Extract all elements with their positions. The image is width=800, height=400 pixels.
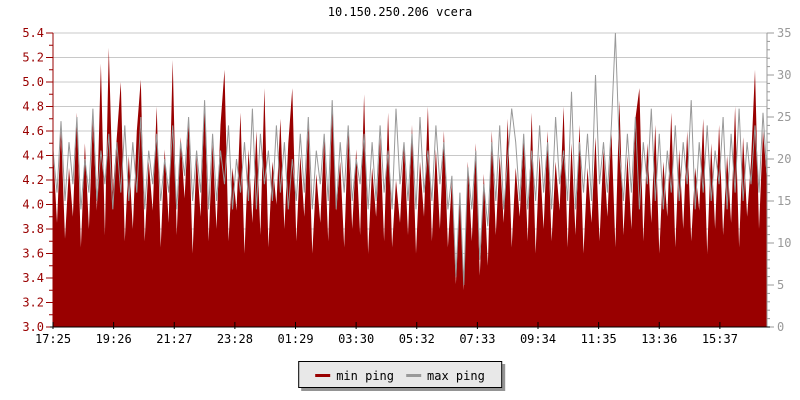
svg-text:3.6: 3.6: [22, 247, 44, 261]
right-axis: 35 30 25 20 15 10 5 0: [766, 26, 791, 334]
svg-text:0: 0: [777, 320, 784, 334]
svg-text:01:29: 01:29: [277, 332, 313, 346]
svg-text:3.4: 3.4: [22, 271, 44, 285]
svg-text:17:25: 17:25: [35, 332, 71, 346]
svg-text:35: 35: [777, 26, 791, 40]
svg-text:03:30: 03:30: [338, 332, 374, 346]
svg-text:05:32: 05:32: [399, 332, 435, 346]
chart-title: 10.150.250.206 vcera: [327, 5, 473, 19]
svg-text:4.2: 4.2: [22, 173, 44, 187]
svg-text:3.8: 3.8: [22, 222, 44, 236]
left-axis: 5.4 5.2 5.0 4.8 4.6 4.4 4.2 4.0 3.8 3.6 3.4 3.2 3.0: [22, 26, 54, 334]
svg-text:07:33: 07:33: [459, 332, 495, 346]
max-ping-label: max ping: [427, 368, 485, 383]
svg-text:25: 25: [777, 110, 791, 124]
svg-text:10: 10: [777, 236, 791, 250]
legend-item-max-ping: max ping: [406, 369, 485, 383]
series-max-ping-line: [52, 32, 768, 286]
svg-text:30: 30: [777, 68, 791, 82]
svg-text:20: 20: [777, 152, 791, 166]
svg-text:5: 5: [777, 278, 784, 292]
legend: min ping max ping: [298, 361, 502, 388]
svg-text:5.0: 5.0: [22, 75, 44, 89]
svg-text:5.4: 5.4: [22, 26, 44, 40]
legend-item-min-ping: min ping: [315, 369, 394, 383]
svg-text:21:27: 21:27: [156, 332, 192, 346]
svg-text:4.4: 4.4: [22, 149, 44, 163]
svg-text:4.0: 4.0: [22, 198, 44, 212]
svg-text:19:26: 19:26: [96, 332, 132, 346]
min-ping-swatch: [315, 374, 331, 377]
svg-text:09:34: 09:34: [520, 332, 556, 346]
svg-text:3.0: 3.0: [22, 320, 44, 334]
svg-text:15: 15: [777, 194, 791, 208]
min-ping-label: min ping: [336, 368, 394, 383]
svg-text:4.6: 4.6: [22, 124, 44, 138]
svg-text:4.8: 4.8: [22, 100, 44, 114]
series-min-ping-area: [53, 47, 767, 327]
svg-text:3.2: 3.2: [22, 296, 44, 310]
svg-text:23:28: 23:28: [217, 332, 253, 346]
svg-text:5.2: 5.2: [22, 51, 44, 65]
x-axis: 17:25 19:26 21:27 23:28 01:29 03:30 05:32 07:33…: [35, 322, 770, 346]
svg-text:15:37: 15:37: [702, 332, 738, 346]
svg-text:13:36: 13:36: [641, 332, 677, 346]
max-ping-swatch: [406, 374, 421, 377]
svg-text:11:35: 11:35: [581, 332, 617, 346]
